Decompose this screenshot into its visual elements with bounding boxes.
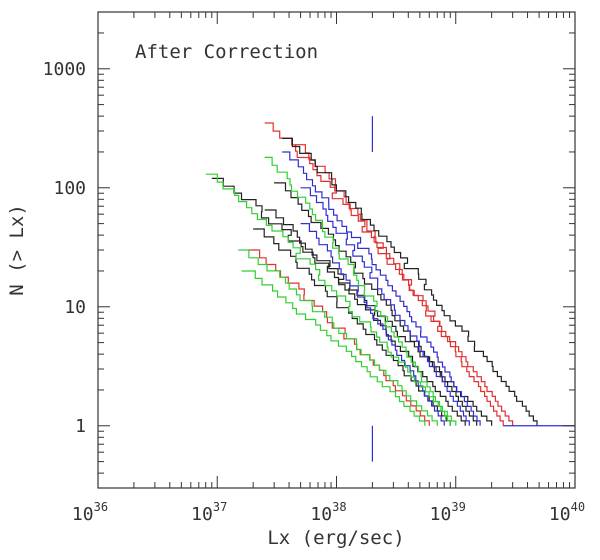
y-tick-label: 100 xyxy=(53,178,86,199)
y-axis-label: N (> Lx) xyxy=(6,204,28,296)
x-tick-label: 1037 xyxy=(191,500,227,525)
x-tick-label-exponent: 37 xyxy=(213,500,227,514)
series-curve xyxy=(264,122,514,426)
series-curve xyxy=(247,249,430,426)
series-curve xyxy=(264,156,451,426)
series-curve xyxy=(274,182,478,426)
x-tick-label-base: 10 xyxy=(191,504,213,525)
series-curve xyxy=(282,151,481,426)
x-tick-label: 1040 xyxy=(549,500,585,525)
x-tick-label: 1039 xyxy=(430,500,466,525)
y-tick-label: 10 xyxy=(64,297,86,318)
y-tick-label: 1 xyxy=(75,416,86,437)
y-tick-label: 1000 xyxy=(43,59,86,80)
x-tick-label-base: 10 xyxy=(430,504,452,525)
series-curve xyxy=(241,270,426,426)
x-tick-label: 1036 xyxy=(72,500,108,525)
series-curve xyxy=(300,187,470,426)
series-curve xyxy=(238,249,438,426)
plot-frame xyxy=(97,11,576,489)
x-tick-label-exponent: 40 xyxy=(571,500,585,514)
x-tick-label-exponent: 38 xyxy=(332,500,346,514)
x-axis-label: Lx (erg/sec) xyxy=(267,527,404,549)
series-curve xyxy=(205,173,457,426)
series-curve xyxy=(264,209,466,426)
series-curve xyxy=(300,223,445,426)
series-curve xyxy=(295,144,504,426)
series-curve xyxy=(282,137,538,426)
x-tick-label-base: 10 xyxy=(72,504,94,525)
x-tick-label-exponent: 36 xyxy=(94,500,108,514)
curves xyxy=(205,122,575,427)
x-tick-label-base: 10 xyxy=(549,504,571,525)
annotation-text: After Correction xyxy=(135,41,318,63)
x-tick-label-base: 10 xyxy=(310,504,332,525)
x-tick-label: 1038 xyxy=(310,500,346,525)
x-tick-label-exponent: 39 xyxy=(451,500,465,514)
